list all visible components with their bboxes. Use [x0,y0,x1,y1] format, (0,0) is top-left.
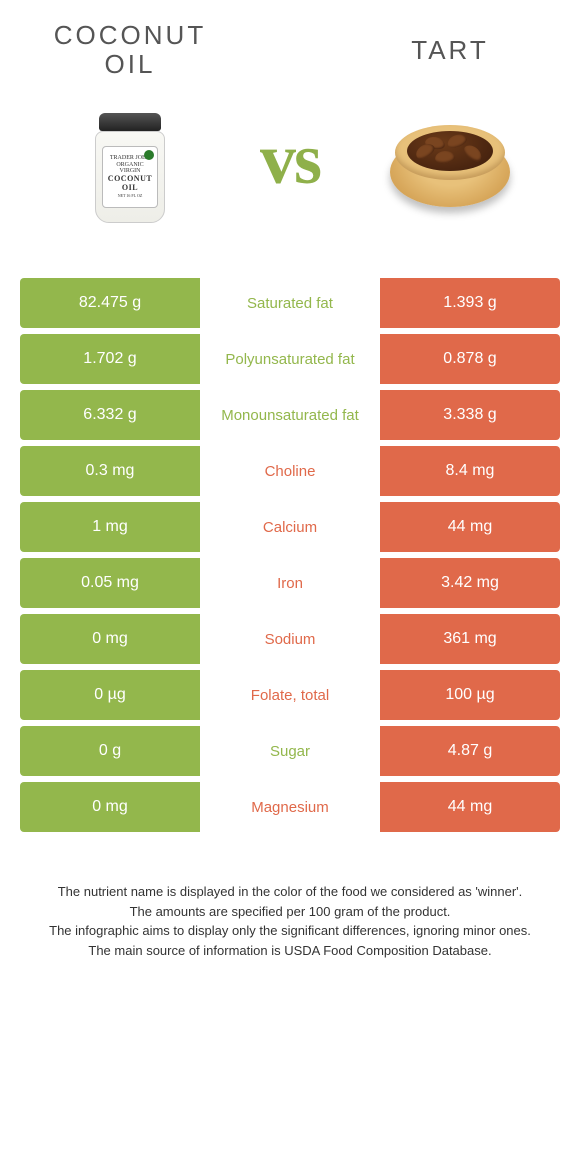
nutrient-label: Sodium [200,614,380,664]
nutrient-row: 6.332 gMonounsaturated fat3.338 g [20,390,560,440]
right-value: 44 mg [380,782,560,832]
footer-line: The infographic aims to display only the… [30,921,550,941]
footer-notes: The nutrient name is displayed in the co… [30,882,550,960]
right-value: 8.4 mg [380,446,560,496]
right-value: 1.393 g [380,278,560,328]
right-value: 3.42 mg [380,558,560,608]
nutrient-row: 0 mgSodium361 mg [20,614,560,664]
nutrient-label: Monounsaturated fat [200,390,380,440]
left-value: 0 mg [20,614,200,664]
nutrient-label: Folate, total [200,670,380,720]
nutrient-label: Sugar [200,726,380,776]
tart-image [380,98,520,238]
right-value: 4.87 g [380,726,560,776]
nutrient-label: Iron [200,558,380,608]
left-value: 0.3 mg [20,446,200,496]
left-value: 0 µg [20,670,200,720]
nutrient-row: 0.05 mgIron3.42 mg [20,558,560,608]
footer-line: The main source of information is USDA F… [30,941,550,961]
comparison-header: Coconut oil TRADER JOE'S ORGANIC VIRGIN … [0,0,580,248]
coconut-oil-image: TRADER JOE'S ORGANIC VIRGIN COCONUT OIL … [60,98,200,238]
right-value: 3.338 g [380,390,560,440]
nutrient-table: 82.475 gSaturated fat1.393 g 1.702 gPolyu… [20,278,560,832]
nutrient-label: Saturated fat [200,278,380,328]
nutrient-row: 0 gSugar4.87 g [20,726,560,776]
nutrient-row: 0.3 mgCholine8.4 mg [20,446,560,496]
footer-line: The amounts are specified per 100 gram o… [30,902,550,922]
left-value: 0.05 mg [20,558,200,608]
nutrient-label: Calcium [200,502,380,552]
nutrient-label: Magnesium [200,782,380,832]
left-food-column: Coconut oil TRADER JOE'S ORGANIC VIRGIN … [40,20,220,238]
left-value: 6.332 g [20,390,200,440]
nutrient-label: Polyunsaturated fat [200,334,380,384]
left-value: 1 mg [20,502,200,552]
nutrient-row: 1.702 gPolyunsaturated fat0.878 g [20,334,560,384]
left-value: 1.702 g [20,334,200,384]
right-value: 100 µg [380,670,560,720]
left-value: 0 g [20,726,200,776]
nutrient-label: Choline [200,446,380,496]
right-value: 361 mg [380,614,560,664]
right-value: 0.878 g [380,334,560,384]
right-food-column: Tart [360,20,540,238]
nutrient-row: 0 mgMagnesium44 mg [20,782,560,832]
right-value: 44 mg [380,502,560,552]
left-food-title: Coconut oil [40,20,220,80]
right-food-title: Tart [411,20,488,80]
nutrient-row: 82.475 gSaturated fat1.393 g [20,278,560,328]
left-value: 0 mg [20,782,200,832]
nutrient-row: 0 µgFolate, total100 µg [20,670,560,720]
left-value: 82.475 g [20,278,200,328]
nutrient-row: 1 mgCalcium44 mg [20,502,560,552]
footer-line: The nutrient name is displayed in the co… [30,882,550,902]
vs-label: vs [260,118,320,201]
